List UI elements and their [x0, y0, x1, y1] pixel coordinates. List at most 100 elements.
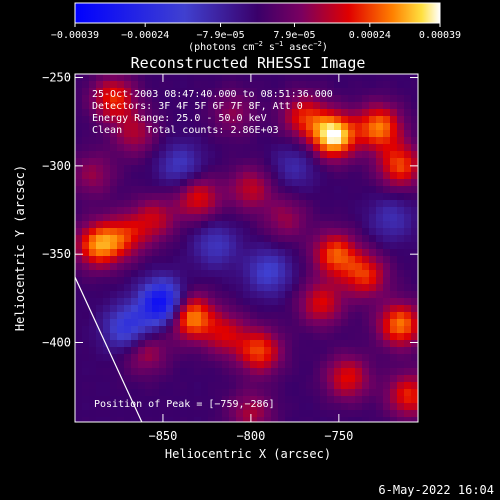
heatmap-cell [215, 151, 222, 158]
heatmap-cell [341, 109, 348, 116]
heatmap-cell [404, 305, 411, 312]
heatmap-cell [257, 354, 264, 361]
heatmap-cell [243, 88, 250, 95]
heatmap-cell [194, 242, 201, 249]
heatmap-cell [138, 88, 145, 95]
heatmap-cell [257, 270, 264, 277]
heatmap-cell [362, 354, 369, 361]
heatmap-cell [292, 214, 299, 221]
heatmap-cell [229, 228, 236, 235]
heatmap-cell [278, 305, 285, 312]
heatmap-cell [110, 298, 117, 305]
heatmap-cell [180, 340, 187, 347]
heatmap-cell [173, 284, 180, 291]
heatmap-cell [145, 270, 152, 277]
heatmap-cell [117, 130, 124, 137]
heatmap-cell [313, 235, 320, 242]
heatmap-cell [334, 186, 341, 193]
heatmap-cell [159, 382, 166, 389]
heatmap-cell [355, 375, 362, 382]
heatmap-cell [362, 389, 369, 396]
heatmap-cell [334, 298, 341, 305]
heatmap-cell [313, 249, 320, 256]
heatmap-cell [355, 137, 362, 144]
heatmap-cell [82, 137, 89, 144]
heatmap-cell [243, 396, 250, 403]
heatmap-cell [208, 340, 215, 347]
heatmap-cell [383, 389, 390, 396]
heatmap-cell [271, 158, 278, 165]
heatmap-cell [355, 340, 362, 347]
heatmap-cell [320, 123, 327, 130]
heatmap-cell [103, 333, 110, 340]
heatmap-cell [341, 123, 348, 130]
heatmap-cell [229, 81, 236, 88]
heatmap-cell [166, 368, 173, 375]
heatmap-cell [278, 158, 285, 165]
heatmap-cell [187, 298, 194, 305]
heatmap-cell [411, 298, 418, 305]
heatmap-cell [292, 410, 299, 417]
heatmap-cell [75, 298, 82, 305]
heatmap-cell [215, 81, 222, 88]
heatmap-cell [208, 116, 215, 123]
heatmap-cell [285, 102, 292, 109]
heatmap-cell [138, 410, 145, 417]
heatmap-cell [75, 354, 82, 361]
heatmap-cell [138, 109, 145, 116]
heatmap-cell [383, 347, 390, 354]
heatmap-cell [383, 361, 390, 368]
heatmap-cell [376, 333, 383, 340]
heatmap-cell [208, 291, 215, 298]
heatmap-cell [236, 396, 243, 403]
heatmap-cell [194, 228, 201, 235]
heatmap-cell [138, 389, 145, 396]
heatmap-cell [313, 74, 320, 81]
heatmap-cell [110, 123, 117, 130]
heatmap-cell [355, 207, 362, 214]
heatmap-cell [145, 403, 152, 410]
heatmap-cell [187, 116, 194, 123]
heatmap-cell [306, 130, 313, 137]
heatmap-cell [201, 354, 208, 361]
heatmap-cell [264, 270, 271, 277]
heatmap-cell [376, 123, 383, 130]
heatmap-cell [278, 207, 285, 214]
heatmap-cell [110, 165, 117, 172]
heatmap-cell [75, 151, 82, 158]
heatmap-cell [404, 375, 411, 382]
heatmap-cell [222, 347, 229, 354]
heatmap-cell [397, 291, 404, 298]
heatmap-cell [208, 123, 215, 130]
heatmap-cell [320, 291, 327, 298]
heatmap-cell [89, 116, 96, 123]
heatmap-cell [264, 277, 271, 284]
heatmap-cell [341, 396, 348, 403]
heatmap-cell [271, 109, 278, 116]
heatmap-cell [327, 396, 334, 403]
heatmap-cell [222, 88, 229, 95]
heatmap-cell [327, 88, 334, 95]
heatmap-cell [348, 235, 355, 242]
heatmap-cell [75, 228, 82, 235]
heatmap-cell [145, 375, 152, 382]
heatmap-cell [145, 214, 152, 221]
heatmap-cell [152, 291, 159, 298]
heatmap-cell [362, 228, 369, 235]
heatmap-cell [348, 263, 355, 270]
heatmap-cell [341, 221, 348, 228]
heatmap-cell [82, 158, 89, 165]
heatmap-cell [117, 270, 124, 277]
heatmap-cell [236, 298, 243, 305]
heatmap-cell [124, 102, 131, 109]
heatmap-cell [159, 116, 166, 123]
heatmap-cell [145, 116, 152, 123]
heatmap-cell [166, 319, 173, 326]
heatmap-cell [362, 95, 369, 102]
heatmap-cell [159, 319, 166, 326]
heatmap-cell [411, 263, 418, 270]
heatmap-cell [222, 242, 229, 249]
heatmap-cell [166, 214, 173, 221]
heatmap-cell [341, 298, 348, 305]
heatmap-cell [110, 81, 117, 88]
